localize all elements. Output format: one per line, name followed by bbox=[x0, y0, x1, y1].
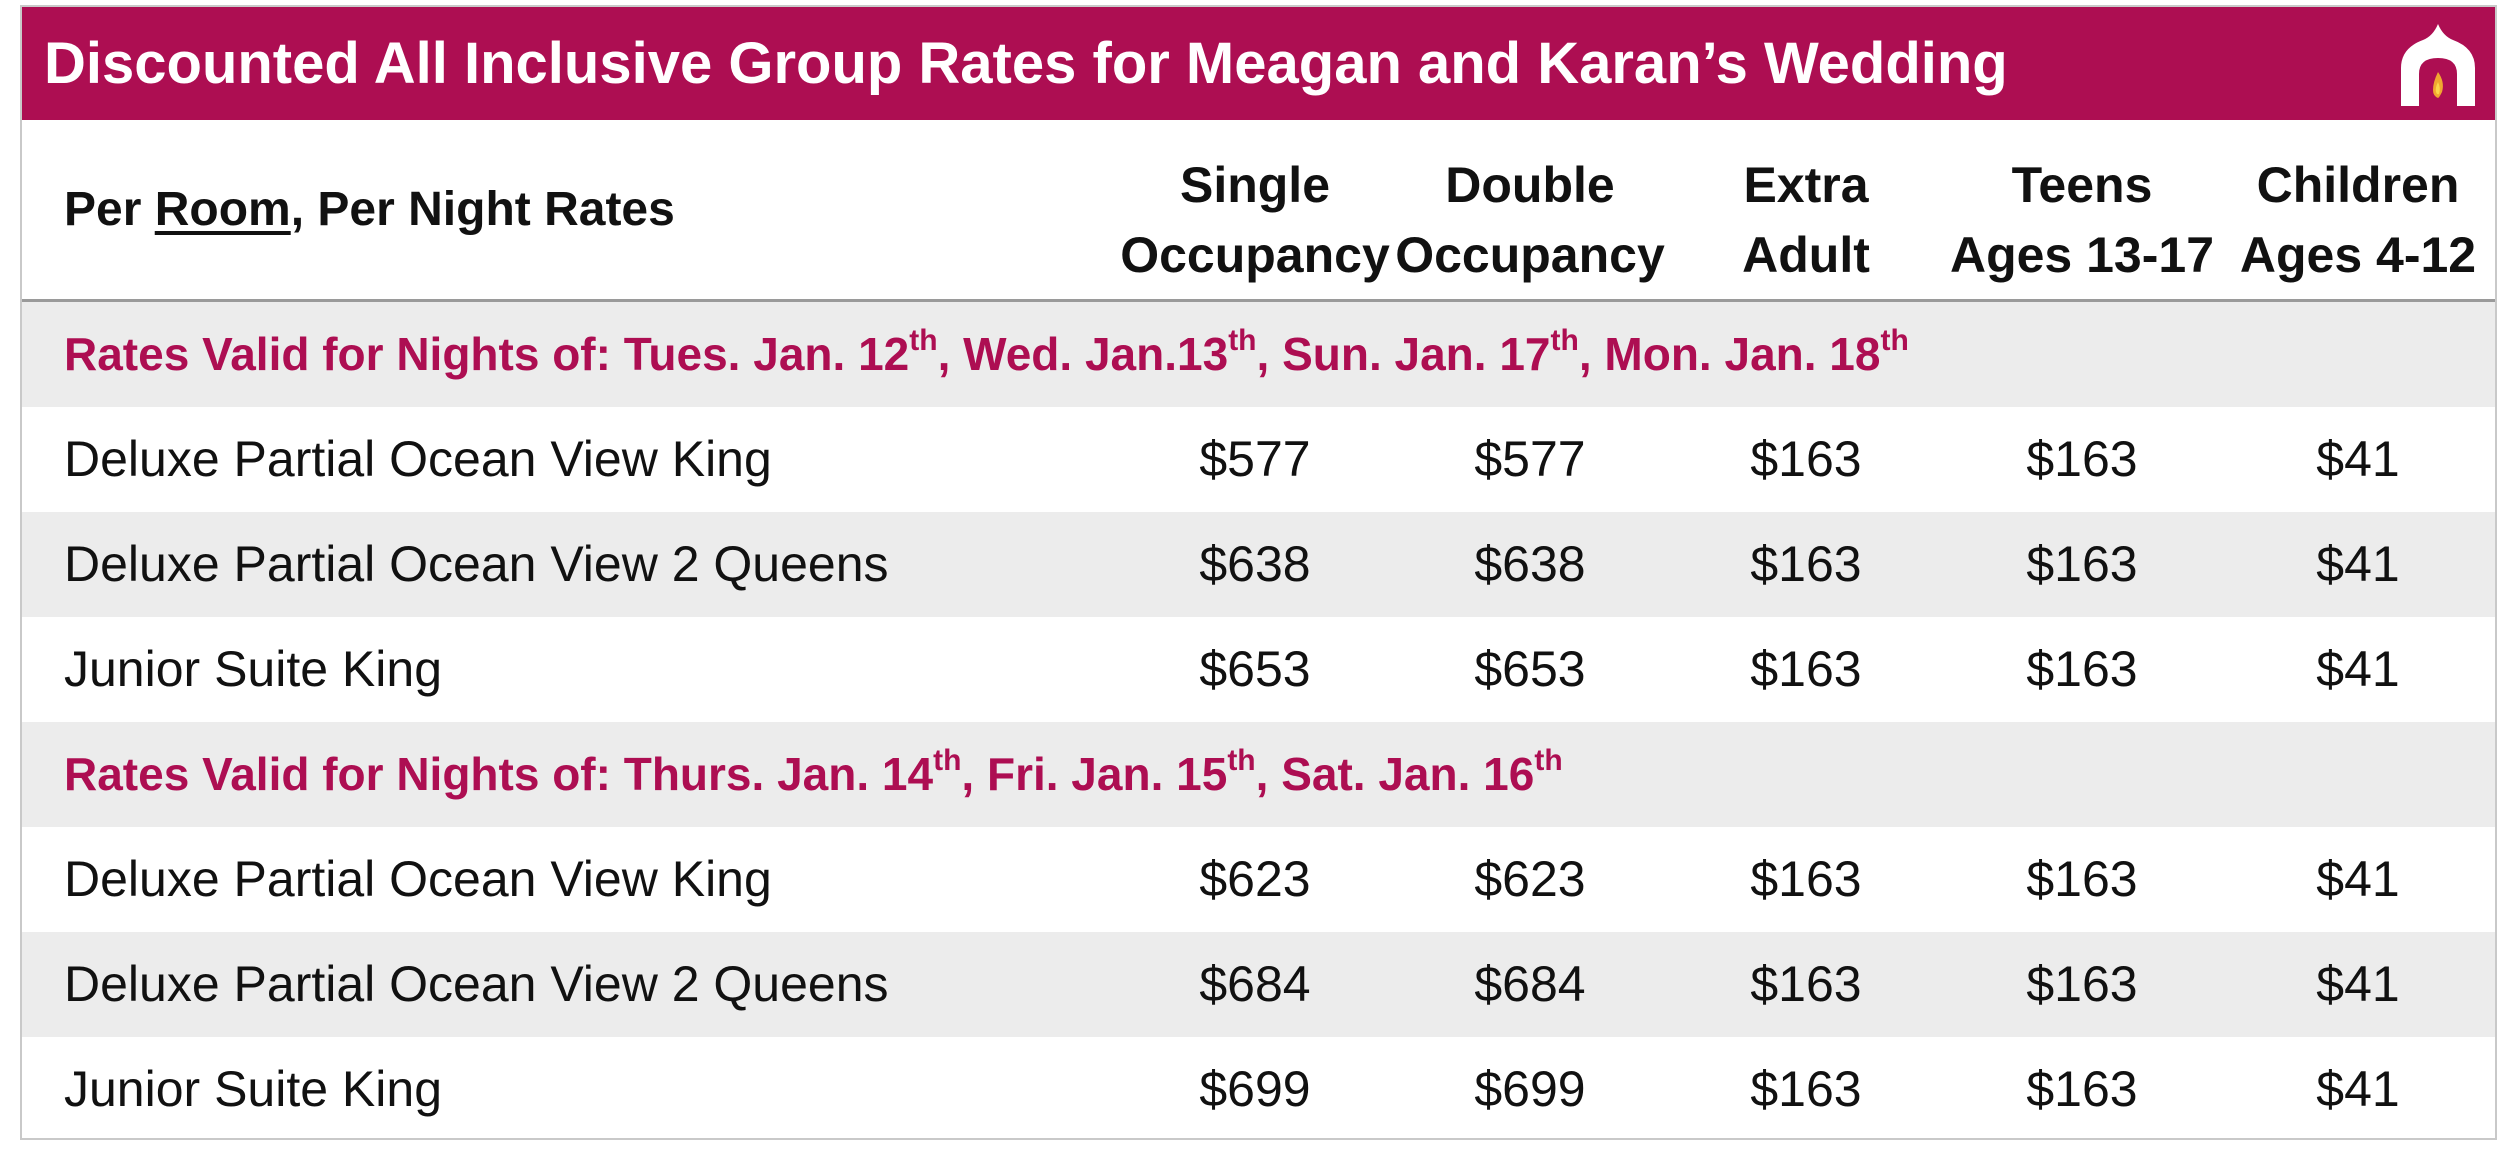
price-teens: $163 bbox=[2026, 851, 2138, 907]
valid-night-date: Sat. Jan. 16 bbox=[1281, 748, 1535, 800]
table-row: Deluxe Partial Ocean View 2 Queens $638 $6… bbox=[22, 512, 2495, 617]
price-teens: $163 bbox=[2026, 1061, 2138, 1117]
price-double: $638 bbox=[1474, 536, 1586, 592]
room-underlined: Room bbox=[154, 183, 291, 236]
price-double: $577 bbox=[1474, 431, 1586, 487]
price-children: $41 bbox=[2316, 1061, 2400, 1117]
price-single: $653 bbox=[1199, 641, 1311, 697]
price-extra-adult: $163 bbox=[1750, 431, 1862, 487]
table-row: Deluxe Partial Ocean View King $577 $577 $1… bbox=[22, 407, 2495, 512]
room-type: Deluxe Partial Ocean View 2 Queens bbox=[64, 956, 889, 1012]
price-double: $623 bbox=[1474, 851, 1586, 907]
table-row: Junior Suite King $699 $699 $163 $163 $41 bbox=[22, 1037, 2495, 1142]
price-children: $41 bbox=[2316, 641, 2400, 697]
rates-sheet: Discounted All Inclusive Group Rates for… bbox=[20, 5, 2497, 1140]
price-single: $684 bbox=[1199, 956, 1311, 1012]
valid-night-date: Wed. Jan.13 bbox=[963, 328, 1229, 380]
section-heading: Rates Valid for Nights of: Thurs. Jan. 1… bbox=[64, 744, 1563, 801]
room-type: Deluxe Partial Ocean View 2 Queens bbox=[64, 536, 889, 592]
price-extra-adult: $163 bbox=[1750, 536, 1862, 592]
valid-night-date: Fri. Jan. 15 bbox=[986, 748, 1228, 800]
table-row: Deluxe Partial Ocean View 2 Queens $684 $6… bbox=[22, 932, 2495, 1037]
col-header-single: Single Occupancy bbox=[1120, 157, 1390, 283]
price-teens: $163 bbox=[2026, 536, 2138, 592]
price-teens: $163 bbox=[2026, 641, 2138, 697]
price-children: $41 bbox=[2316, 851, 2400, 907]
price-children: $41 bbox=[2316, 536, 2400, 592]
price-double: $699 bbox=[1474, 1061, 1586, 1117]
price-children: $41 bbox=[2316, 956, 2400, 1012]
price-single: $638 bbox=[1199, 536, 1311, 592]
col-header-children: Children Ages 4-12 bbox=[2239, 157, 2477, 283]
price-teens: $163 bbox=[2026, 956, 2138, 1012]
room-type: Deluxe Partial Ocean View King bbox=[64, 431, 772, 487]
valid-night-date: Mon. Jan. 18 bbox=[1604, 328, 1881, 380]
room-type: Junior Suite King bbox=[64, 1061, 443, 1117]
section-heading: Rates Valid for Nights of: Tues. Jan. 12… bbox=[64, 324, 1909, 381]
section-heading-row: Rates Valid for Nights of: Thurs. Jan. 1… bbox=[22, 722, 2495, 827]
arch-flame-icon bbox=[2401, 24, 2475, 106]
table-header: Per Room, Per Night Rates Single Occupanc… bbox=[22, 120, 2495, 300]
col-header-double: Double Occupancy bbox=[1395, 157, 1665, 283]
col-header-teens: Teens Ages 13-17 bbox=[1949, 157, 2215, 283]
price-extra-adult: $163 bbox=[1750, 851, 1862, 907]
price-teens: $163 bbox=[2026, 431, 2138, 487]
price-extra-adult: $163 bbox=[1750, 1061, 1862, 1117]
header-divider bbox=[22, 299, 2495, 302]
price-single: $577 bbox=[1199, 431, 1311, 487]
price-extra-adult: $163 bbox=[1750, 641, 1862, 697]
title-banner: Discounted All Inclusive Group Rates for… bbox=[22, 7, 2495, 120]
col-header-extra-adult: Extra Adult bbox=[1742, 157, 1870, 283]
page-title: Discounted All Inclusive Group Rates for… bbox=[44, 31, 2008, 96]
price-single: $699 bbox=[1199, 1061, 1311, 1117]
table-row: Junior Suite King $653 $653 $163 $163 $41 bbox=[22, 617, 2495, 722]
price-extra-adult: $163 bbox=[1750, 956, 1862, 1012]
price-children: $41 bbox=[2316, 431, 2400, 487]
rate-basis-label: Per Room, Per Night Rates bbox=[64, 183, 675, 236]
room-type: Deluxe Partial Ocean View King bbox=[64, 851, 772, 907]
price-single: $623 bbox=[1199, 851, 1311, 907]
price-double: $653 bbox=[1474, 641, 1586, 697]
price-double: $684 bbox=[1474, 956, 1586, 1012]
valid-night-date: Sun. Jan. 17 bbox=[1282, 328, 1551, 380]
section-heading-row: Rates Valid for Nights of: Tues. Jan. 12… bbox=[22, 302, 2495, 407]
valid-night-date: Thurs. Jan. 14 bbox=[623, 748, 934, 800]
table-row: Deluxe Partial Ocean View King $623 $623 $1… bbox=[22, 827, 2495, 932]
valid-night-date: Tues. Jan. 12 bbox=[623, 328, 910, 380]
room-type: Junior Suite King bbox=[64, 641, 443, 697]
